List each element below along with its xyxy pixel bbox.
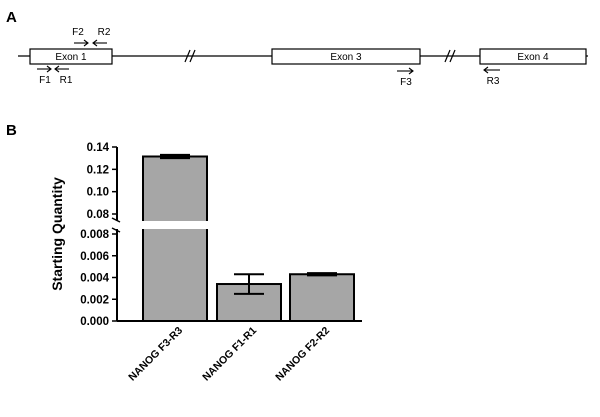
bar-chart: Starting Quantity NANOG F3-R3 NANOG F1-R1… [49, 142, 362, 383]
exon-1-label: Exon 1 [55, 52, 87, 63]
tick-label-lower-0: 0.000 [80, 316, 109, 328]
tick-label-upper-0: 0.08 [87, 209, 110, 221]
primer-arrow-f1 [37, 65, 52, 73]
primer-label-f3: F3 [400, 77, 412, 88]
axis-break-mark-top [111, 217, 121, 223]
primer-label-f1: F1 [39, 75, 51, 86]
panel-letter-b: B [6, 122, 17, 139]
bar-1 [142, 155, 208, 322]
gene-diagram: Exon 1 Exon 3 Exon 4 F2 R2 F1 R1 [18, 27, 588, 88]
primer-arrow-r2 [92, 39, 107, 47]
exon-3: Exon 3 [271, 48, 421, 65]
exon-3-label: Exon 3 [330, 52, 362, 63]
primer-label-r3: R3 [487, 76, 500, 87]
y-axis-label: Starting Quantity [49, 177, 65, 291]
primer-label-r2: R2 [98, 27, 111, 38]
tick-label-lower-1: 0.002 [80, 294, 109, 306]
exon-4: Exon 4 [479, 48, 587, 65]
exon-1: Exon 1 [29, 48, 113, 65]
axis-break-gap [109, 221, 209, 229]
category-label-1: NANOG F3-R3 [126, 325, 185, 384]
category-label-3: NANOG F2-R2 [273, 325, 332, 384]
panel-letter-a: A [6, 9, 17, 26]
axis-layer: NANOG F3-R3 NANOG F1-R1 NANOG F2-R2 0.000 0.… [80, 142, 362, 383]
exon-4-label: Exon 4 [517, 52, 549, 63]
tick-label-lower-3: 0.006 [80, 251, 109, 263]
bar-3 [289, 273, 355, 322]
break-mark-2 [444, 49, 456, 63]
tick-label-upper-3: 0.14 [87, 142, 110, 154]
primer-arrow-f3 [397, 67, 414, 75]
primer-arrow-r1 [54, 65, 69, 73]
bars-layer [109, 153, 355, 322]
error-bar-2 [234, 273, 264, 295]
primer-arrow-r3 [483, 66, 500, 74]
primer-arrow-f2 [74, 39, 89, 47]
primer-label-f2: F2 [72, 27, 84, 38]
category-label-2: NANOG F1-R1 [200, 325, 259, 384]
tick-label-upper-2: 0.12 [87, 164, 109, 176]
tick-label-upper-1: 0.10 [87, 187, 109, 199]
axis-break-mark-bottom [111, 227, 121, 233]
break-mark-1 [184, 49, 196, 63]
error-bar-1 [160, 153, 190, 160]
tick-label-lower-4: 0.008 [80, 229, 109, 241]
tick-label-lower-2: 0.004 [80, 273, 109, 285]
primer-label-r1: R1 [60, 75, 73, 86]
error-bar-3 [307, 272, 337, 277]
